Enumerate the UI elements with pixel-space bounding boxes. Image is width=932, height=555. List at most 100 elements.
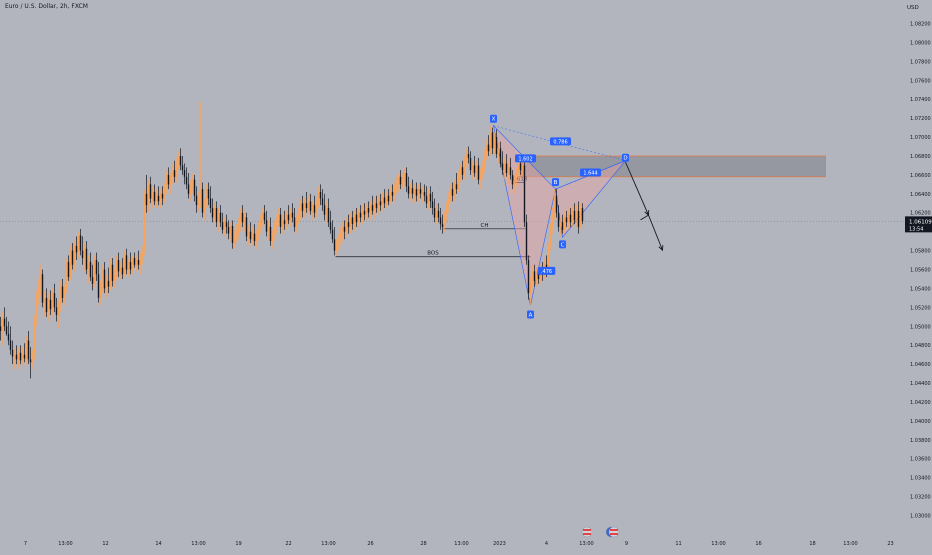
candle-body[interactable]: [525, 222, 528, 261]
candle-body[interactable]: [305, 203, 308, 209]
candle-body[interactable]: [77, 235, 80, 253]
candle-body[interactable]: [175, 163, 178, 177]
candle-body[interactable]: [101, 269, 104, 287]
candle-body[interactable]: [547, 245, 550, 272]
candle-body[interactable]: [141, 250, 144, 259]
candle-body[interactable]: [169, 176, 172, 185]
candle-body[interactable]: [417, 189, 420, 196]
candle-body[interactable]: [291, 212, 294, 218]
candle-body[interactable]: [195, 195, 198, 206]
candle-body[interactable]: [79, 235, 82, 251]
candle-body[interactable]: [549, 226, 552, 246]
candle-body[interactable]: [303, 203, 306, 211]
candle-body[interactable]: [231, 225, 234, 244]
candle-body[interactable]: [115, 260, 118, 275]
candle-body[interactable]: [369, 205, 372, 213]
candle-body[interactable]: [537, 274, 540, 279]
economic-events[interactable]: [581, 526, 620, 538]
candle-body[interactable]: [415, 189, 418, 196]
candle-body[interactable]: [163, 186, 166, 199]
candle-body[interactable]: [567, 214, 570, 223]
candle-body[interactable]: [359, 212, 362, 218]
candle-body[interactable]: [481, 167, 484, 174]
candle-body[interactable]: [331, 229, 334, 240]
candle-body[interactable]: [149, 184, 152, 199]
candle-body[interactable]: [137, 260, 140, 265]
candle-body[interactable]: [329, 222, 332, 230]
candle-body[interactable]: [327, 208, 330, 223]
candle-body[interactable]: [419, 189, 422, 194]
candle-body[interactable]: [345, 222, 348, 232]
candle-body[interactable]: [211, 208, 214, 218]
candle-body[interactable]: [27, 340, 30, 360]
candle-body[interactable]: [103, 269, 106, 289]
candle-body[interactable]: [133, 258, 136, 265]
pattern-point-a-badge[interactable]: [527, 310, 534, 319]
candle-body[interactable]: [451, 189, 454, 196]
candle-body[interactable]: [111, 264, 114, 281]
candle-body[interactable]: [229, 225, 232, 234]
current-price-badge[interactable]: [905, 216, 932, 233]
candle-body[interactable]: [393, 186, 396, 196]
candle-body[interactable]: [125, 255, 128, 270]
candle-body[interactable]: [499, 148, 502, 164]
candle-body[interactable]: [249, 231, 252, 240]
candle-body[interactable]: [9, 340, 12, 350]
candle-body[interactable]: [99, 286, 102, 298]
candle-body[interactable]: [517, 163, 520, 174]
candle-body[interactable]: [61, 286, 64, 298]
candle-body[interactable]: [437, 210, 440, 218]
candle-body[interactable]: [467, 154, 470, 158]
candle-body[interactable]: [41, 274, 44, 303]
candle-body[interactable]: [405, 173, 408, 187]
candle-body[interactable]: [323, 205, 326, 215]
candle-body[interactable]: [251, 233, 254, 240]
candle-body[interactable]: [519, 163, 522, 171]
candle-body[interactable]: [531, 271, 534, 284]
candle-body[interactable]: [23, 354, 26, 359]
candle-body[interactable]: [93, 260, 96, 284]
candle-body[interactable]: [31, 354, 34, 363]
candle-body[interactable]: [15, 354, 18, 360]
candle-body[interactable]: [281, 220, 284, 227]
pattern-ratio-badge[interactable]: [515, 154, 536, 163]
candle-body[interactable]: [7, 333, 10, 341]
candle-body[interactable]: [199, 189, 202, 199]
candle-body[interactable]: [411, 188, 414, 194]
candle-body[interactable]: [37, 286, 40, 297]
candle-body[interactable]: [187, 184, 190, 194]
candle-body[interactable]: [53, 293, 56, 308]
candle-body[interactable]: [477, 165, 480, 180]
candle-body[interactable]: [469, 157, 472, 171]
candle-body[interactable]: [455, 184, 458, 190]
candle-body[interactable]: [207, 189, 210, 199]
candle-body[interactable]: [441, 224, 444, 227]
candle-body[interactable]: [55, 307, 58, 315]
candle-body[interactable]: [269, 226, 272, 242]
candle-body[interactable]: [421, 191, 424, 194]
candle-body[interactable]: [297, 212, 300, 221]
candle-body[interactable]: [529, 283, 532, 294]
candle-body[interactable]: [139, 258, 142, 265]
candle-body[interactable]: [189, 186, 192, 194]
candle-body[interactable]: [569, 214, 572, 223]
candle-body[interactable]: [33, 318, 36, 355]
candle-body[interactable]: [339, 233, 342, 238]
candle-body[interactable]: [19, 352, 22, 361]
candle-body[interactable]: [363, 210, 366, 215]
candle-body[interactable]: [157, 195, 160, 202]
candle-body[interactable]: [313, 205, 316, 213]
candle-body[interactable]: [447, 197, 450, 206]
pattern-point-b-badge[interactable]: [552, 178, 559, 187]
candle-body[interactable]: [535, 274, 538, 281]
candle-body[interactable]: [317, 191, 320, 204]
candle-body[interactable]: [463, 160, 466, 175]
candle-body[interactable]: [275, 220, 278, 226]
candle-body[interactable]: [219, 212, 222, 223]
candle-body[interactable]: [443, 214, 446, 227]
candle-body[interactable]: [121, 267, 124, 275]
candle-body[interactable]: [237, 224, 240, 232]
candle-body[interactable]: [479, 173, 482, 180]
candle-body[interactable]: [489, 132, 492, 152]
candle-body[interactable]: [49, 299, 52, 310]
